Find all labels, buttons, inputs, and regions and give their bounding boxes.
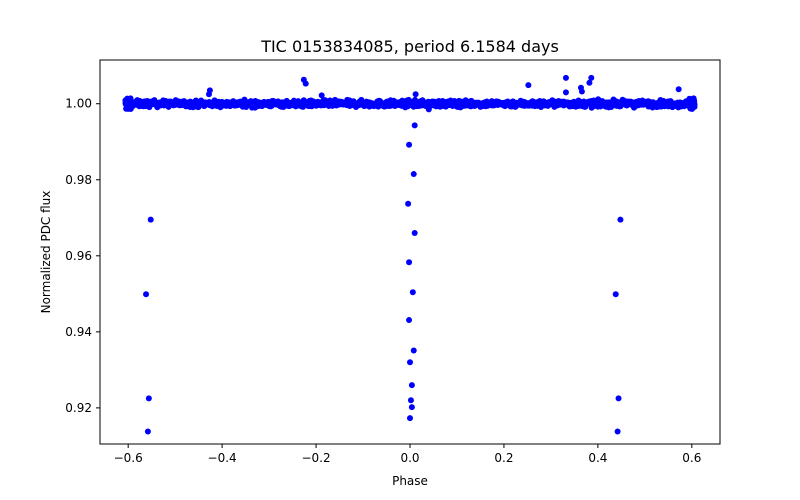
transit-point: [407, 359, 413, 366]
x-tick-label: 0.2: [494, 451, 513, 465]
transit-point: [406, 259, 413, 266]
x-tick-label: −0.6: [114, 451, 143, 465]
transit-point: [406, 141, 413, 148]
y-axis-label: Normalized PDC flux: [39, 191, 53, 314]
outliers-point: [412, 91, 419, 98]
x-tick-label: 0.0: [400, 451, 419, 465]
transit-point: [614, 428, 621, 435]
transit-point: [407, 415, 413, 422]
baseline-point: [124, 95, 131, 102]
outliers-point: [675, 86, 682, 93]
x-tick-label: −0.4: [208, 451, 237, 465]
outliers-point: [302, 80, 309, 87]
transit-point: [411, 122, 418, 129]
y-tick-label: 1.00: [65, 97, 92, 111]
transit-point: [615, 395, 622, 402]
chart-title: TIC 0153834085, period 6.1584 days: [260, 37, 559, 56]
y-tick-label: 0.98: [65, 173, 92, 187]
transit-point: [145, 395, 152, 402]
transit-point: [410, 171, 417, 178]
x-tick-label: 0.6: [682, 451, 701, 465]
transit-point: [411, 229, 418, 236]
x-tick-label: 0.4: [588, 451, 607, 465]
transit-point: [405, 200, 412, 207]
outliers-point: [578, 88, 585, 95]
transit-point: [612, 291, 619, 298]
outliers-point: [525, 82, 532, 89]
outliers-point: [562, 89, 569, 96]
data-points: [122, 74, 698, 435]
baseline-point: [690, 96, 697, 103]
y-tick-label: 0.94: [65, 325, 92, 339]
y-tick-label: 0.96: [65, 249, 92, 263]
x-axis-ticks: −0.6 −0.4 −0.2 0.0 0.2 0.4 0.6: [114, 444, 701, 465]
outliers-point: [586, 79, 593, 86]
x-tick-label: −0.2: [301, 451, 330, 465]
y-tick-label: 0.92: [65, 401, 92, 415]
y-axis-ticks: 0.92 0.94 0.96 0.98 1.00: [65, 97, 100, 415]
outliers-point: [588, 74, 595, 81]
transit-point: [410, 347, 417, 354]
transit-point: [144, 428, 151, 435]
transit-point: [147, 216, 154, 223]
baseline-point: [124, 104, 131, 111]
transit-point: [143, 291, 150, 298]
baseline-point: [127, 101, 134, 108]
outliers-point: [425, 106, 432, 113]
outliers-point: [205, 91, 212, 98]
transit-point: [406, 317, 413, 324]
transit-point: [617, 216, 624, 223]
outliers-point: [318, 92, 325, 99]
x-axis-label: Phase: [392, 474, 428, 488]
transit-point: [409, 289, 416, 296]
outliers-point: [562, 74, 569, 81]
transit-point: [408, 382, 415, 389]
transit-point: [408, 404, 415, 411]
transit-point: [407, 397, 414, 404]
